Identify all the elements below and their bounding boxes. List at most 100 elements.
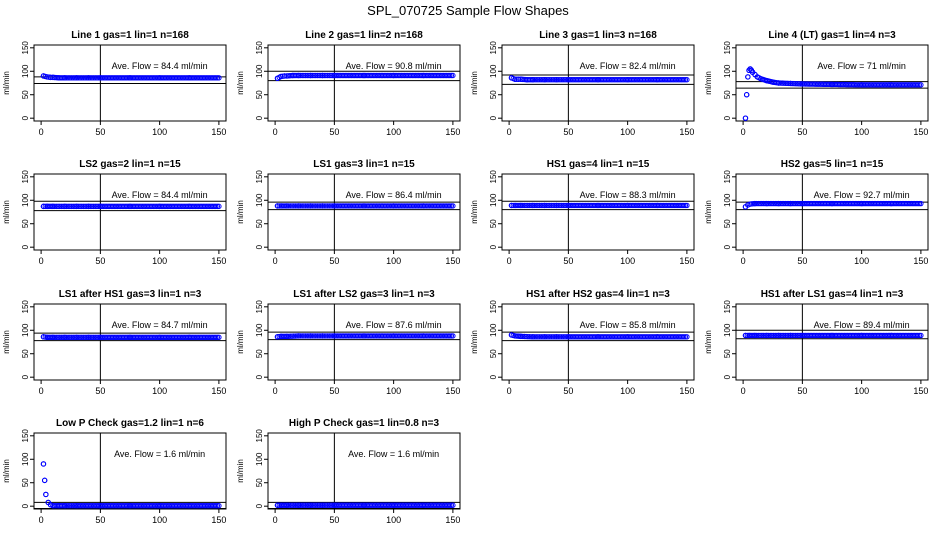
data-point-trail — [326, 72, 332, 79]
average-flow-annotation: Ave. Flow = 90.8 ml/min — [346, 61, 442, 71]
data-point — [565, 334, 572, 340]
x-tick-label: 100 — [386, 256, 401, 266]
data-point-trail — [299, 72, 305, 79]
data-point — [888, 200, 894, 207]
data-point — [787, 332, 794, 339]
data-point-trail — [784, 332, 790, 339]
data-point-trail — [65, 503, 71, 509]
data-point — [799, 332, 806, 339]
data-point-trail — [558, 334, 565, 340]
data-point-trail — [753, 332, 760, 339]
data-point-trail — [526, 202, 533, 209]
data-point-trail — [540, 334, 546, 340]
data-point — [775, 332, 782, 339]
plot-frame — [267, 44, 461, 122]
data-point-trail — [794, 200, 800, 207]
y-tick-label: 150 — [255, 170, 264, 184]
data-point — [156, 203, 163, 210]
y-tick-label: 0 — [489, 374, 498, 379]
data-point — [518, 76, 524, 82]
y-tick-label: 150 — [21, 41, 30, 55]
data-point-trail — [53, 203, 60, 210]
data-point-trail — [301, 502, 307, 508]
data-point-trail — [311, 203, 317, 209]
data-point — [85, 203, 92, 210]
data-point — [508, 202, 515, 209]
data-point — [281, 73, 288, 79]
y-tick-label: 0 — [21, 503, 30, 508]
data-point-trail — [287, 203, 294, 209]
data-point-trail — [560, 334, 566, 340]
x-tick-label: 100 — [854, 386, 869, 396]
data-point-trail — [316, 502, 322, 508]
y-tick-label: 100 — [21, 323, 30, 337]
data-point-trail — [323, 72, 329, 79]
data-point — [186, 334, 192, 341]
data-point-trail — [781, 332, 787, 339]
data-point-trail — [90, 75, 97, 81]
data-point — [47, 74, 54, 81]
average-flow-annotation: Ave. Flow = 88.3 ml/min — [580, 190, 676, 200]
data-point — [73, 503, 80, 509]
data-point — [41, 477, 48, 484]
x-tick-label: 150 — [445, 127, 460, 137]
x-tick-label: 150 — [679, 386, 694, 396]
data-point-trail — [791, 80, 797, 87]
average-flow-annotation: Ave. Flow = 82.4 ml/min — [580, 61, 676, 71]
x-tick-label: 0 — [273, 386, 278, 396]
average-flow-annotation: Ave. Flow = 92.7 ml/min — [814, 190, 910, 200]
data-point — [331, 333, 338, 339]
y-tick-label: 0 — [21, 374, 30, 379]
data-point-trail — [324, 333, 331, 339]
data-point — [684, 202, 690, 209]
data-point-trail — [535, 77, 541, 83]
data-point — [156, 75, 163, 81]
y-tick-label: 100 — [723, 193, 732, 207]
panel-4: Line 4 (LT) gas=1 lin=4 n=3 ml/min 0 50 100 1… — [704, 30, 929, 137]
data-point — [278, 73, 284, 80]
plot-frame — [501, 173, 695, 251]
data-point-trail — [314, 502, 321, 508]
x-tick-label: 100 — [620, 386, 635, 396]
data-point — [799, 81, 806, 87]
data-point-trail — [309, 502, 316, 508]
data-point-trail — [533, 77, 539, 83]
average-flow-annotation: Ave. Flow = 71 ml/min — [817, 61, 906, 71]
x-tick-label: 50 — [797, 127, 807, 137]
data-point-trail — [547, 334, 553, 340]
y-tick-label: 50 — [489, 219, 498, 228]
plot-frame — [735, 44, 929, 122]
data-point-trail — [301, 72, 307, 79]
data-point — [319, 203, 326, 209]
plot-frame — [267, 432, 461, 510]
data-point-trail — [65, 334, 71, 341]
data-point-trail — [540, 202, 546, 209]
plot-frame — [501, 303, 695, 381]
data-point-trail — [560, 202, 566, 209]
data-point — [654, 202, 660, 209]
data-point-trail — [769, 332, 775, 339]
average-flow-annotation: Ave. Flow = 86.4 ml/min — [346, 190, 442, 200]
data-point — [331, 502, 338, 508]
x-tick-label: 50 — [797, 386, 807, 396]
x-tick-label: 150 — [445, 386, 460, 396]
data-point-trail — [558, 77, 565, 83]
data-point-trail — [285, 502, 292, 508]
x-tick-label: 150 — [211, 386, 226, 396]
y-tick-label: 100 — [21, 193, 30, 207]
data-point-trail — [777, 200, 784, 207]
average-flow-annotation: Ave. Flow = 84.4 ml/min — [112, 61, 208, 71]
data-point — [390, 72, 397, 79]
data-point-trail — [557, 334, 563, 340]
x-tick-label: 150 — [679, 256, 694, 266]
data-point-trail — [777, 80, 784, 86]
y-tick-label: 150 — [723, 170, 732, 184]
x-tick-label: 50 — [329, 256, 339, 266]
data-point-trail — [311, 72, 317, 79]
data-point-trail — [60, 334, 66, 341]
y-tick-label: 100 — [489, 323, 498, 337]
data-point-trail — [765, 200, 772, 207]
data-point — [624, 334, 631, 340]
data-point — [156, 334, 163, 341]
data-point-trail — [55, 334, 61, 341]
